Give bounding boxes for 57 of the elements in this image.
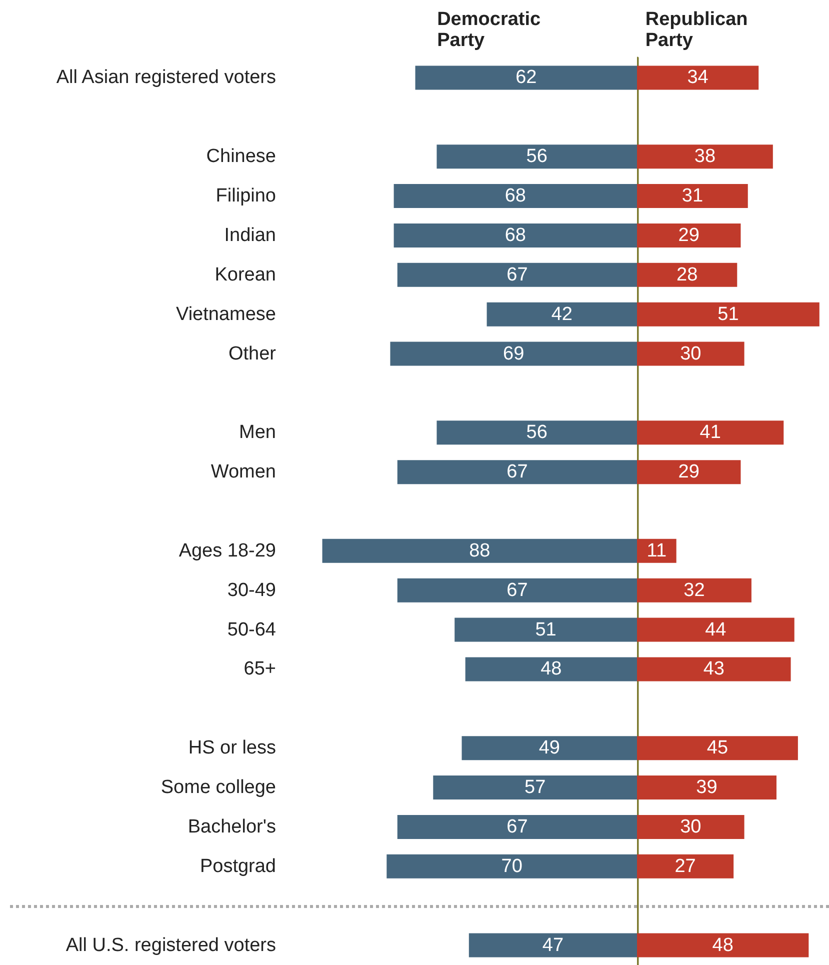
data-label: 56 bbox=[526, 422, 548, 444]
data-label: 28 bbox=[676, 264, 698, 286]
data-label: 34 bbox=[687, 67, 709, 88]
y-tick-label: Indian bbox=[224, 224, 276, 246]
data-label: 30 bbox=[680, 343, 702, 364]
data-label: 29 bbox=[678, 224, 700, 246]
y-tick-label: All Asian registered voters bbox=[56, 67, 276, 88]
data-label: 56 bbox=[526, 146, 548, 168]
data-label: 57 bbox=[524, 777, 546, 798]
data-label: 45 bbox=[706, 738, 728, 759]
data-label: 88 bbox=[469, 540, 490, 562]
data-label: 31 bbox=[682, 186, 704, 207]
data-label: 44 bbox=[705, 619, 727, 640]
chart-title: Democratic Party bbox=[437, 9, 546, 51]
data-label: 51 bbox=[718, 304, 739, 325]
y-tick-label: Postgrad bbox=[200, 856, 276, 877]
y-tick-label: Some college bbox=[160, 777, 276, 798]
y-tick-label: Bachelor's bbox=[188, 816, 276, 838]
y-tick-label: Filipino bbox=[216, 186, 276, 207]
y-tick-label: Men bbox=[239, 422, 276, 444]
chart-title: Republican Party bbox=[645, 9, 754, 51]
y-tick-label: Korean bbox=[214, 264, 276, 286]
y-tick-label: 50-64 bbox=[227, 619, 276, 640]
data-label: 68 bbox=[504, 186, 526, 207]
data-label: 11 bbox=[646, 540, 667, 562]
data-label: 67 bbox=[506, 264, 528, 286]
y-tick-label: Other bbox=[228, 343, 277, 364]
data-label: 69 bbox=[503, 343, 524, 364]
data-label: 41 bbox=[700, 422, 721, 444]
data-label: 67 bbox=[506, 816, 528, 838]
y-tick-label: 65+ bbox=[244, 658, 276, 680]
data-label: 68 bbox=[504, 224, 526, 246]
y-tick-label: Ages 18-29 bbox=[178, 540, 276, 562]
data-label: 30 bbox=[680, 816, 702, 838]
y-tick-label: Chinese bbox=[206, 146, 276, 168]
data-label: 62 bbox=[516, 67, 537, 88]
data-label: 27 bbox=[674, 856, 696, 877]
data-label: 39 bbox=[696, 777, 718, 798]
y-tick-label: HS or less bbox=[188, 738, 276, 759]
y-tick-label: Women bbox=[210, 462, 276, 483]
data-label: 42 bbox=[551, 304, 572, 325]
data-label: 29 bbox=[678, 462, 700, 483]
data-label: 67 bbox=[506, 462, 528, 483]
data-label: 43 bbox=[703, 658, 724, 680]
data-label: 48 bbox=[540, 658, 562, 680]
data-label: 51 bbox=[535, 619, 556, 640]
data-label: 32 bbox=[684, 580, 705, 601]
y-tick-label: All U.S. registered voters bbox=[66, 934, 276, 956]
data-label: 38 bbox=[694, 146, 716, 168]
data-label: 49 bbox=[538, 738, 560, 759]
data-label: 70 bbox=[501, 856, 522, 877]
data-label: 48 bbox=[712, 934, 734, 956]
bar bbox=[637, 538, 676, 563]
data-label: 67 bbox=[506, 580, 528, 601]
y-tick-label: 30-49 bbox=[227, 580, 276, 601]
y-tick-label: Vietnamese bbox=[176, 304, 276, 325]
data-label: 47 bbox=[542, 934, 564, 956]
